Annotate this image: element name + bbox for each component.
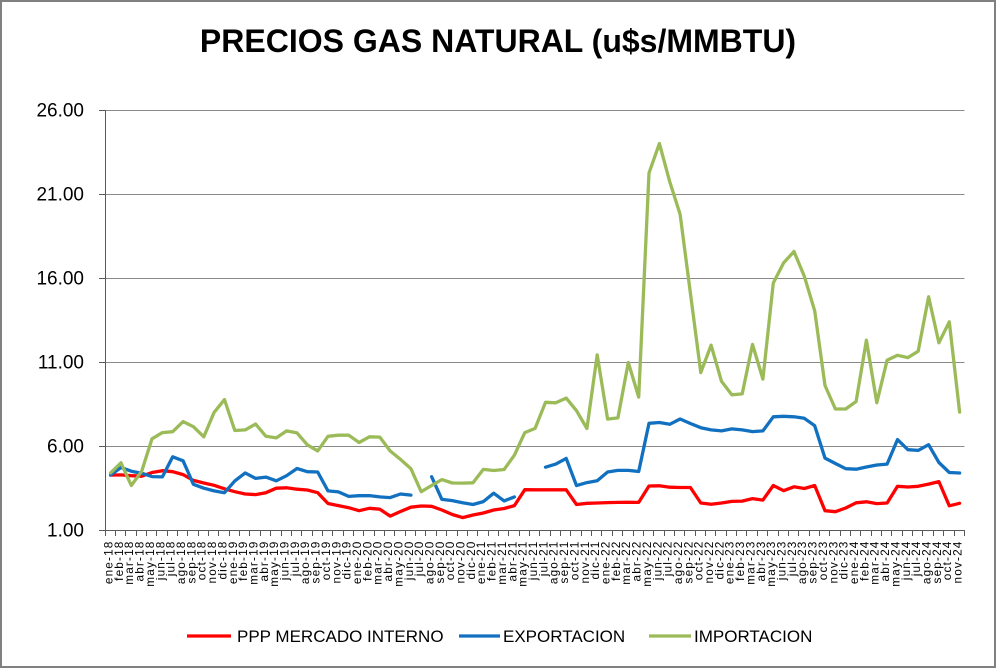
svg-text:oct-23: oct-23	[816, 541, 830, 581]
svg-text:jul-23: jul-23	[785, 541, 799, 578]
svg-text:21.00: 21.00	[36, 185, 84, 206]
svg-text:mar-20: mar-20	[371, 541, 385, 585]
svg-text:mar-21: mar-21	[495, 541, 509, 585]
svg-text:jun-18: jun-18	[153, 541, 167, 582]
svg-text:feb-24: feb-24	[857, 541, 871, 581]
svg-text:26.00: 26.00	[36, 101, 84, 122]
svg-text:ene-23: ene-23	[723, 541, 737, 585]
svg-text:ago-18: ago-18	[174, 541, 188, 585]
svg-text:sep-23: sep-23	[806, 541, 820, 584]
svg-text:ago-22: ago-22	[671, 541, 685, 585]
svg-text:nov-24: nov-24	[951, 541, 965, 584]
svg-text:may-19: may-19	[267, 541, 281, 587]
svg-text:oct-19: oct-19	[319, 541, 333, 581]
svg-text:oct-22: oct-22	[692, 541, 706, 581]
svg-text:dic-20: dic-20	[464, 541, 478, 580]
svg-text:nov-20: nov-20	[454, 541, 468, 584]
svg-text:ago-20: ago-20	[422, 541, 436, 585]
svg-text:dic-22: dic-22	[712, 541, 726, 580]
svg-text:oct-20: oct-20	[443, 541, 457, 581]
svg-text:abr-21: abr-21	[505, 541, 519, 582]
svg-text:ene-21: ene-21	[474, 541, 488, 585]
svg-text:sep-18: sep-18	[184, 541, 198, 584]
svg-text:sep-24: sep-24	[930, 541, 944, 584]
svg-text:ago-23: ago-23	[795, 541, 809, 585]
svg-text:mar-24: mar-24	[868, 541, 882, 585]
svg-text:dic-18: dic-18	[215, 541, 229, 580]
svg-text:may-20: may-20	[391, 541, 405, 587]
svg-text:oct-21: oct-21	[567, 541, 581, 581]
svg-text:may-23: may-23	[764, 541, 778, 587]
svg-text:ago-19: ago-19	[298, 541, 312, 585]
svg-text:ene-18: ene-18	[102, 541, 116, 585]
svg-text:jun-21: jun-21	[526, 541, 540, 582]
svg-text:abr-23: abr-23	[754, 541, 768, 582]
svg-text:abr-18: abr-18	[133, 541, 147, 582]
svg-text:feb-19: feb-19	[236, 541, 250, 581]
svg-text:6.00: 6.00	[47, 437, 84, 458]
svg-text:dic-19: dic-19	[340, 541, 354, 580]
svg-text:may-24: may-24	[888, 541, 902, 587]
svg-text:nov-18: nov-18	[205, 541, 219, 584]
svg-text:abr-20: abr-20	[381, 541, 395, 582]
svg-text:PRECIOS GAS NATURAL (u$s/MMBTU: PRECIOS GAS NATURAL (u$s/MMBTU)	[200, 23, 796, 59]
svg-text:jun-24: jun-24	[899, 541, 913, 582]
svg-text:dic-23: dic-23	[837, 541, 851, 580]
svg-text:oct-18: oct-18	[195, 541, 209, 581]
svg-text:feb-18: feb-18	[112, 541, 126, 581]
svg-text:16.00: 16.00	[36, 269, 84, 290]
svg-text:sep-22: sep-22	[681, 541, 695, 584]
svg-text:11.00: 11.00	[38, 353, 84, 374]
svg-text:oct-24: oct-24	[940, 541, 954, 581]
svg-text:feb-21: feb-21	[485, 541, 499, 581]
svg-text:may-21: may-21	[516, 541, 530, 587]
svg-text:nov-19: nov-19	[329, 541, 343, 584]
svg-text:may-22: may-22	[640, 541, 654, 587]
svg-text:nov-22: nov-22	[702, 541, 716, 584]
svg-text:abr-24: abr-24	[878, 541, 892, 582]
svg-text:jun-22: jun-22	[650, 541, 664, 582]
svg-text:may-18: may-18	[143, 541, 157, 587]
svg-text:nov-23: nov-23	[826, 541, 840, 584]
svg-text:jun-20: jun-20	[402, 541, 416, 582]
svg-text:jul-21: jul-21	[536, 541, 550, 578]
svg-text:jul-22: jul-22	[661, 541, 675, 578]
svg-text:1.00: 1.00	[47, 521, 84, 542]
svg-text:feb-22: feb-22	[609, 541, 623, 581]
svg-text:jul-18: jul-18	[164, 541, 178, 578]
svg-text:jun-23: jun-23	[775, 541, 789, 582]
svg-text:sep-19: sep-19	[309, 541, 323, 584]
svg-text:jul-24: jul-24	[909, 541, 923, 578]
svg-text:PPP MERCADO INTERNO: PPP MERCADO INTERNO	[237, 627, 444, 646]
svg-text:ago-21: ago-21	[547, 541, 561, 585]
svg-text:mar-18: mar-18	[122, 541, 136, 585]
svg-text:ene-19: ene-19	[226, 541, 240, 585]
svg-text:mar-19: mar-19	[246, 541, 260, 585]
svg-text:jul-20: jul-20	[412, 541, 426, 578]
svg-text:sep-21: sep-21	[557, 541, 571, 584]
svg-text:sep-20: sep-20	[433, 541, 447, 584]
svg-text:ene-22: ene-22	[598, 541, 612, 585]
svg-text:EXPORTACION: EXPORTACION	[503, 627, 625, 646]
svg-text:dic-21: dic-21	[588, 541, 602, 580]
svg-text:abr-22: abr-22	[630, 541, 644, 582]
svg-text:mar-22: mar-22	[619, 541, 633, 585]
svg-text:feb-23: feb-23	[733, 541, 747, 581]
svg-text:IMPORTACION: IMPORTACION	[694, 627, 812, 646]
svg-text:ago-24: ago-24	[919, 541, 933, 585]
svg-text:ene-20: ene-20	[350, 541, 364, 585]
svg-text:abr-19: abr-19	[257, 541, 271, 582]
svg-text:mar-23: mar-23	[743, 541, 757, 585]
svg-text:feb-20: feb-20	[360, 541, 374, 581]
svg-text:ene-24: ene-24	[847, 541, 861, 585]
svg-text:nov-21: nov-21	[578, 541, 592, 584]
svg-text:jun-19: jun-19	[278, 541, 292, 582]
svg-text:jul-19: jul-19	[288, 541, 302, 578]
